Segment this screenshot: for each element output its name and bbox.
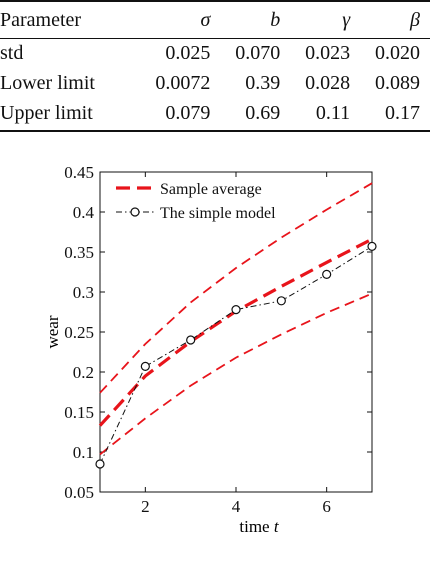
cell-value: 0.17 [385,101,420,124]
table-bottom-rule [0,130,430,132]
cell-value: 0.0072 [155,71,211,94]
x-axis-label-word: time [239,517,269,536]
table-row: Upper limit 0.079 0.69 0.11 0.17 [0,98,420,128]
y-tick-label: 0.15 [64,403,94,422]
header-b: b [270,8,281,31]
table-header-row: Parameter σ b γ β [0,2,420,38]
series-layer [95,182,377,469]
y-tick-label: 0.25 [64,323,94,342]
cell-value: 0.11 [315,101,351,124]
series-line-3 [99,245,373,465]
table-row: std 0.025 0.070 0.023 0.020 [0,38,420,68]
axes-layer: 0.05 0.1 0.15 0.2 0.25 0.3 0.35 0.4 0.45 2 4 6 [64,163,373,516]
data-point [95,459,105,469]
header-gamma: γ [342,8,351,31]
cell-value: 0.69 [245,101,281,124]
row-label: Upper limit [0,101,93,124]
y-tick-label: 0.1 [73,443,94,462]
wear-figure: 0.05 0.1 0.15 0.2 0.25 0.3 0.35 0.4 0.45 2 4 6 Samp… [0,150,430,555]
data-point [322,269,332,280]
y-tick-label: 0.2 [73,363,94,382]
wear-chart: 0.05 0.1 0.15 0.2 0.25 0.3 0.35 0.4 0.45 2 4 6 Samp… [43,163,377,536]
legend: Sample average The simple model [116,181,276,222]
cell-value: 0.023 [305,41,351,64]
legend-label: Sample average [160,181,262,198]
x-axis-label: time t [239,517,279,536]
y-tick-label: 0.05 [64,483,94,502]
y-tick-label: 0.3 [73,283,94,302]
data-point [231,305,241,315]
y-tick-label: 0.35 [64,243,94,262]
data-point [140,361,150,371]
header-beta: β [410,8,420,31]
header-sigma: σ [200,8,211,31]
x-tick-label: 6 [322,497,331,516]
cell-value: 0.079 [165,101,211,124]
cell-value: 0.39 [245,71,281,94]
cell-value: 0.089 [375,71,420,94]
data-point [276,296,286,306]
y-tick-label: 0.4 [73,203,95,222]
legend-label: The simple model [160,205,276,222]
data-point [367,241,377,252]
row-label: Lower limit [0,71,95,94]
table-row: Lower limit 0.0072 0.39 0.028 0.089 [0,68,420,98]
row-label: std [0,41,24,64]
legend-marker [130,207,140,217]
cell-value: 0.025 [165,41,211,64]
cell-value: 0.028 [305,71,351,94]
table-top-rule [0,0,430,2]
series-line-2 [99,292,373,456]
data-point [186,335,196,345]
table-header-rule [0,38,430,39]
x-tick-label: 4 [232,497,241,516]
header-parameter: Parameter [0,8,82,31]
y-tick-label: 0.45 [64,163,94,182]
x-tick-label: 2 [141,497,150,516]
series-line-1 [99,182,373,394]
x-axis-label-variable: t [274,517,280,536]
cell-value: 0.070 [235,41,281,64]
parameter-table: Parameter σ b γ β std 0.025 0.070 0.023 … [0,2,420,128]
cell-value: 0.020 [375,41,420,64]
y-axis-label: wear [43,315,62,348]
